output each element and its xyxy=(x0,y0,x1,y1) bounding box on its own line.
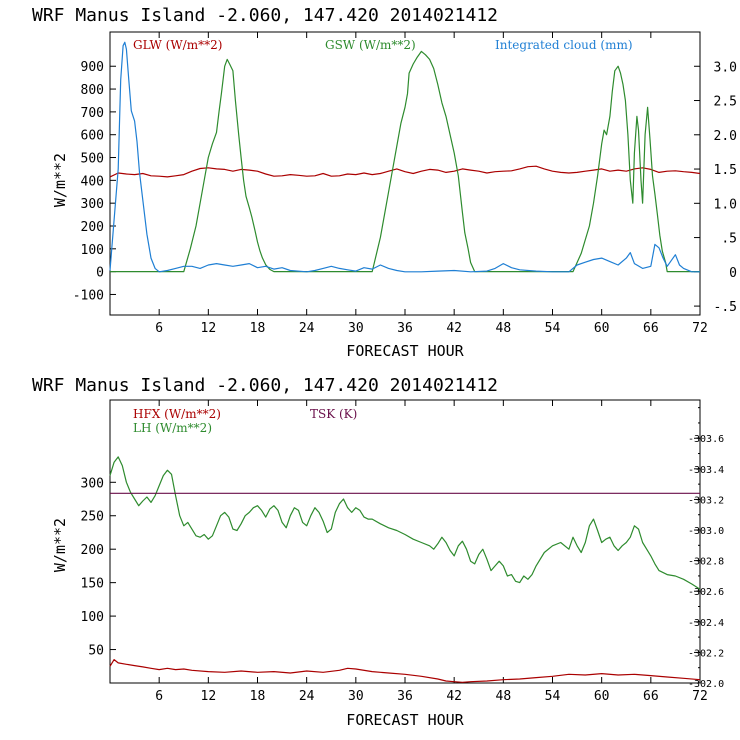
chart1-x-ticks: 6 12 18 24 30 36 42 48 54 60 66 72 xyxy=(155,32,708,336)
chart2-legend-hfx: HFX (W/m**2) xyxy=(133,407,221,421)
chart1-ylabel: W/m**2 xyxy=(51,153,69,207)
chart2-xtick-label: 60 xyxy=(594,689,610,704)
chart1-xtick-label: 66 xyxy=(643,321,659,336)
chart1-legend-cloud: Integrated cloud (mm) xyxy=(495,38,633,52)
chart2-xlabel: FORECAST HOUR xyxy=(346,711,464,729)
chart2-xtick-label: 6 xyxy=(155,689,163,704)
chart1-y2tick-label: .5 xyxy=(721,232,737,247)
chart2-xtick-label: 24 xyxy=(299,689,315,704)
chart2-y2tick-label: -302.8 xyxy=(688,557,724,568)
chart2-ytick-label: 150 xyxy=(81,577,104,592)
chart1-ytick-label: 900 xyxy=(81,60,104,75)
chart1-legend-glw: GLW (W/m**2) xyxy=(133,38,222,52)
chart1-title: WRF Manus Island -2.060, 147.420 2014021… xyxy=(32,5,498,26)
chart1-ytick-label: 300 xyxy=(81,197,104,212)
chart2-x-ticks: 6 12 18 24 30 36 42 48 54 60 66 72 xyxy=(155,400,708,704)
chart1-xtick-label: 24 xyxy=(299,321,315,336)
chart1-ytick-label: 200 xyxy=(81,220,104,235)
chart1-ytick-label: 100 xyxy=(81,243,104,258)
chart2-y2tick-label: -302.6 xyxy=(688,587,724,598)
chart2-legend-tsk: TSK (K) xyxy=(310,407,357,421)
chart2-title: WRF Manus Island -2.060, 147.420 2014021… xyxy=(32,375,498,396)
chart2-xtick-label: 72 xyxy=(692,689,708,704)
chart2-series-hfx-line xyxy=(109,658,701,683)
chart1-ytick-label: 500 xyxy=(81,152,104,167)
chart1-xlabel: FORECAST HOUR xyxy=(346,342,464,360)
chart1-ytick-label: 400 xyxy=(81,174,104,189)
chart1-xtick-label: 60 xyxy=(594,321,610,336)
chart1-y2tick-label: 1.5 xyxy=(714,163,737,178)
chart1-xtick-label: 42 xyxy=(446,321,462,336)
chart2-xtick-label: 48 xyxy=(496,689,512,704)
chart2-ylabel: W/m**2 xyxy=(51,518,69,572)
chart2-y2tick-label: -303.4 xyxy=(688,465,724,476)
chart1-plot-frame xyxy=(109,31,701,316)
chart1-series-integrated-line xyxy=(109,41,700,273)
chart1-xtick-label: 18 xyxy=(250,321,266,336)
chart1-xtick-label: 12 xyxy=(201,321,217,336)
chart2-xtick-label: 42 xyxy=(446,689,462,704)
chart2-ytick-label: 100 xyxy=(81,610,104,625)
chart2-y2tick-label: -302.0 xyxy=(688,679,724,690)
chart1-ytick-label: 0 xyxy=(96,266,104,281)
chart1-y2tick-label: 3.0 xyxy=(714,60,737,75)
chart2-xtick-label: 30 xyxy=(348,689,364,704)
chart1-ytick-label: -100 xyxy=(73,288,104,303)
chart1-y2tick-label: 2.0 xyxy=(714,129,737,144)
chart2-ytick-label: 50 xyxy=(88,644,104,659)
chart2-y2tick-label: -303.0 xyxy=(688,526,724,537)
chart1-series xyxy=(109,41,701,273)
chart2-series-lh-line xyxy=(109,456,701,590)
chart1-legend-gsw: GSW (W/m**2) xyxy=(325,38,416,52)
chart1-xtick-label: 36 xyxy=(397,321,413,336)
chart1-xtick-label: 30 xyxy=(348,321,364,336)
chart2-series xyxy=(109,456,701,683)
chart2-y2tick-label: -303.2 xyxy=(688,495,724,506)
chart2-xtick-label: 18 xyxy=(250,689,266,704)
chart1-xtick-label: 54 xyxy=(545,321,561,336)
chart2-y-ticks: 50 100 150 200 250 300 xyxy=(81,476,116,659)
chart1-ytick-label: 700 xyxy=(81,106,104,121)
chart1-xtick-label: 48 xyxy=(496,321,512,336)
chart2-y2tick-label: -303.6 xyxy=(688,434,724,445)
chart2-xtick-label: 12 xyxy=(201,689,217,704)
chart1-ytick-label: 800 xyxy=(81,83,104,98)
chart2-xtick-label: 36 xyxy=(397,689,413,704)
chart1-y2tick-label: 1.0 xyxy=(714,197,737,212)
chart1-xtick-label: 72 xyxy=(692,321,708,336)
chart2-ytick-label: 300 xyxy=(81,476,104,491)
chart2-xtick-label: 54 xyxy=(545,689,561,704)
chart1-series-gsw-line xyxy=(110,50,700,273)
chart1-y2tick-label: 0 xyxy=(729,266,737,281)
chart1-y2tick-label: 2.5 xyxy=(714,95,737,110)
chart1-xtick-label: 6 xyxy=(155,321,163,336)
chart1-ytick-label: 600 xyxy=(81,129,104,144)
chart2-y2-ticks: -302.0 -302.2 -302.4 -302.6 -302.8 -303.0 -303… xyxy=(688,407,724,690)
chart2-y2tick-label: -302.4 xyxy=(688,618,724,629)
chart1-y-ticks: -100 0 100 200 300 400 500 600 700 800 900 xyxy=(73,60,116,303)
chart2-y2tick-label: -302.2 xyxy=(688,648,724,659)
chart2-ytick-label: 250 xyxy=(81,510,104,525)
chart2-legend-lh: LH (W/m**2) xyxy=(133,421,212,435)
chart2-ytick-label: 200 xyxy=(81,543,104,558)
chart1-y2tick-label: -.5 xyxy=(714,300,737,315)
chart1-y2-ticks: -.5 0 .5 1.0 1.5 2.0 2.5 3.0 xyxy=(694,60,737,315)
chart1-series-glw-line xyxy=(109,165,701,178)
chart2-xtick-label: 66 xyxy=(643,689,659,704)
